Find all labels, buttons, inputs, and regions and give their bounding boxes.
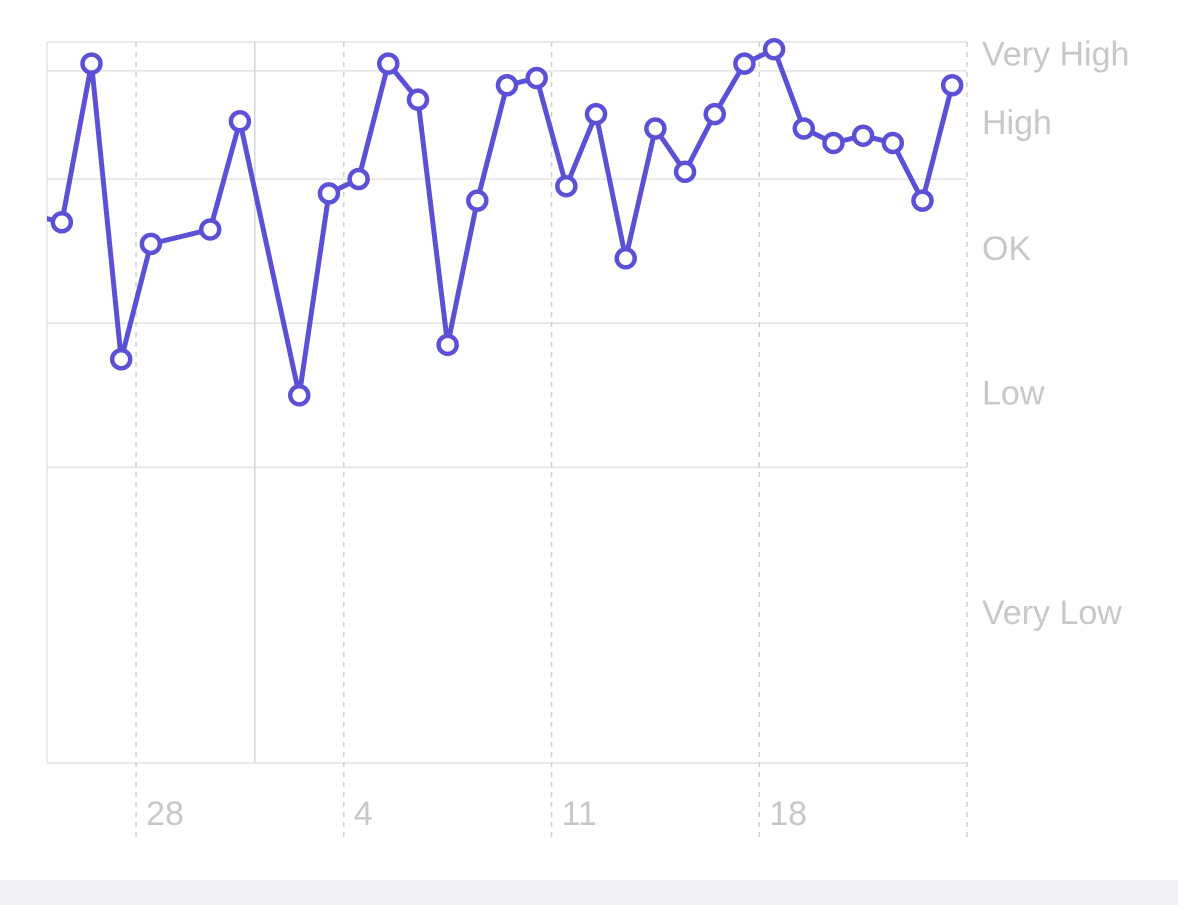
point <box>940 74 964 97</box>
point <box>911 189 934 212</box>
point <box>881 131 905 155</box>
point <box>109 347 133 371</box>
point <box>555 174 578 198</box>
point <box>406 88 430 111</box>
point <box>792 117 816 140</box>
x-tick-label: 4 <box>354 795 373 833</box>
point <box>673 160 697 184</box>
plot-area <box>23 37 964 407</box>
point <box>23 206 41 224</box>
grid <box>46 41 968 840</box>
point <box>614 247 637 270</box>
y-band-label: Very High <box>982 35 1129 73</box>
y-band-label: Very Low <box>982 594 1122 632</box>
point <box>50 211 74 234</box>
x-tick-label: 28 <box>146 795 184 833</box>
point <box>80 52 103 75</box>
x-tick-label: 11 <box>562 795 597 833</box>
point <box>347 167 370 191</box>
line <box>47 46 955 398</box>
point <box>288 384 311 407</box>
point <box>525 66 548 90</box>
y-band-label: High <box>982 104 1052 142</box>
point <box>228 110 252 133</box>
point <box>436 333 459 357</box>
point <box>703 102 726 126</box>
point <box>198 218 222 241</box>
footer-band <box>0 880 1178 905</box>
point <box>139 232 163 256</box>
point <box>733 52 756 75</box>
x-tick-label: 18 <box>769 795 807 833</box>
point <box>822 131 845 155</box>
point <box>377 52 400 75</box>
point <box>644 117 667 140</box>
point <box>466 189 489 212</box>
y-band-label: Low <box>982 374 1045 412</box>
point <box>317 182 341 205</box>
point <box>851 124 875 147</box>
point <box>495 74 519 97</box>
point <box>762 37 786 61</box>
y-band-label: OK <box>982 230 1031 268</box>
point <box>584 102 608 126</box>
